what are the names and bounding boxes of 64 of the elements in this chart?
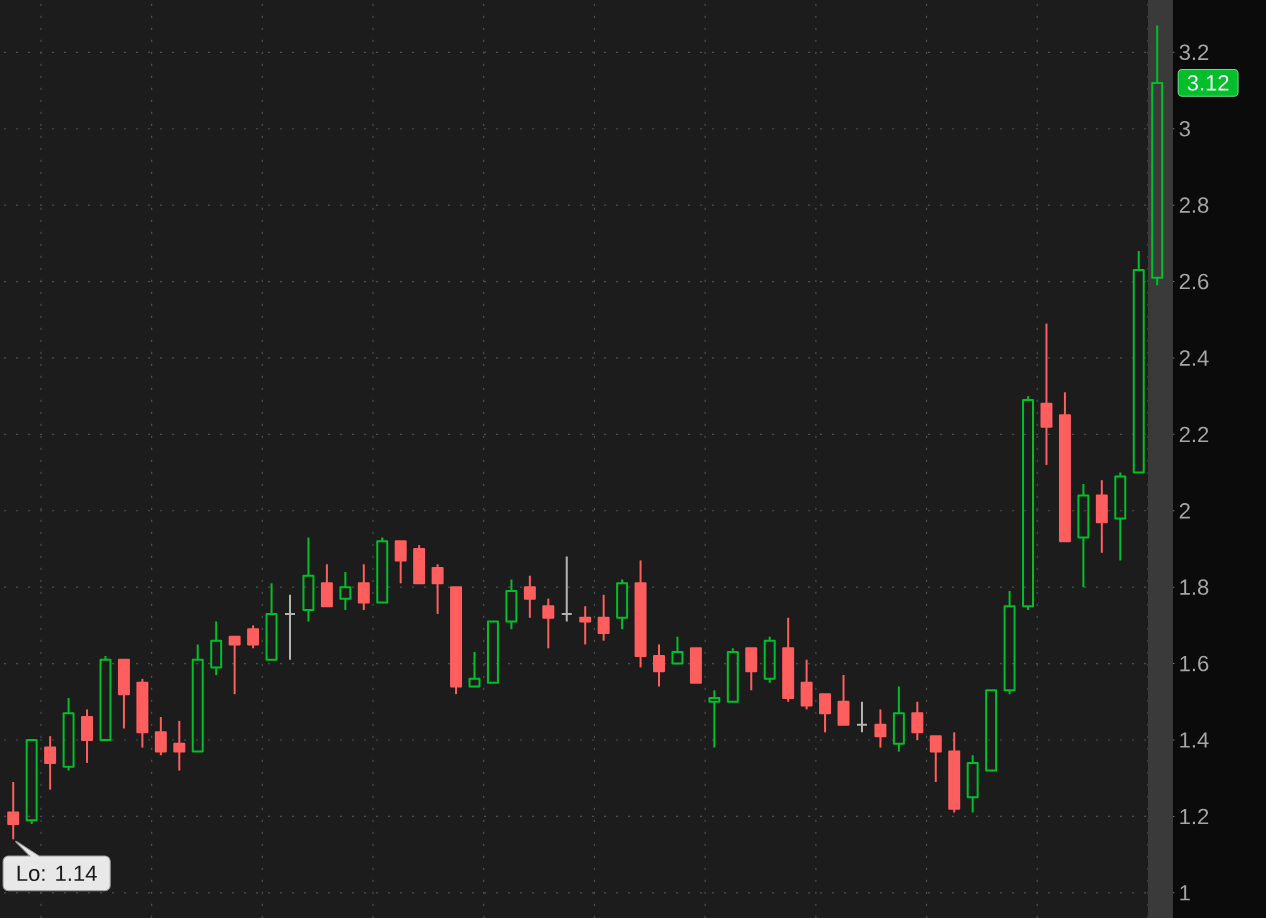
candlestick xyxy=(634,559,647,669)
y-tick-label: 1.4 xyxy=(1180,732,1209,748)
candlestick xyxy=(1132,249,1145,474)
candlestick xyxy=(210,620,223,677)
y-tick-label: 2.6 xyxy=(1179,273,1209,290)
candlestick xyxy=(708,689,721,749)
candlestick xyxy=(523,574,536,619)
candlestick xyxy=(247,624,260,650)
y-tick-label: 2.4 xyxy=(1179,350,1209,366)
candlestick xyxy=(486,620,499,684)
candlestick xyxy=(376,536,389,604)
candlestick xyxy=(911,700,924,741)
candlestick xyxy=(671,635,684,665)
candlestick xyxy=(1077,483,1090,589)
candlestick xyxy=(653,643,665,688)
candlestick xyxy=(44,735,57,791)
y-tick-label: 2 xyxy=(1179,503,1190,519)
candlestick xyxy=(25,738,38,826)
y-tick-label: 3 xyxy=(1179,120,1190,137)
candlestick xyxy=(542,597,555,650)
candlestick xyxy=(339,570,352,612)
candlestick xyxy=(985,689,998,772)
candlestick xyxy=(154,716,167,757)
candlestick xyxy=(7,781,20,841)
y-tick-label: 1.8 xyxy=(1180,579,1209,595)
candlestick xyxy=(616,578,629,631)
candlestick xyxy=(726,647,739,703)
candlestick xyxy=(191,643,204,753)
candlestick xyxy=(1003,589,1016,696)
text: 3.12 xyxy=(1187,75,1229,91)
candlestick xyxy=(136,677,149,749)
candlestick xyxy=(1040,322,1053,466)
candlestick xyxy=(1151,24,1164,287)
candlestick xyxy=(597,593,610,642)
candlestick xyxy=(874,708,887,749)
candlestick xyxy=(81,708,94,764)
candlestick xyxy=(505,578,518,631)
candlestick xyxy=(892,685,905,753)
candlestick xyxy=(357,563,370,612)
candlestick xyxy=(948,731,961,814)
y-tick-label: 1 xyxy=(1180,885,1190,901)
candlestick xyxy=(855,700,868,734)
candlestick xyxy=(560,555,573,623)
candlestick xyxy=(468,651,481,688)
candlestick xyxy=(763,635,776,684)
y-tick-label: 2.2 xyxy=(1179,426,1209,443)
candlestick xyxy=(302,536,315,623)
candlestick xyxy=(62,696,75,772)
candlestick xyxy=(782,616,795,703)
candlestick xyxy=(99,654,112,741)
candlestick xyxy=(173,719,186,772)
y-tick-label: 3.2 xyxy=(1179,44,1209,61)
candlestick xyxy=(284,593,296,661)
candlestick xyxy=(966,754,979,814)
y-tick-label: 2.8 xyxy=(1179,197,1209,213)
candlestick xyxy=(431,563,444,615)
candlestick xyxy=(579,605,592,646)
y-tick-label: 1.2 xyxy=(1180,808,1209,825)
candlestick xyxy=(1114,471,1127,562)
candlestick xyxy=(265,582,278,661)
candlestick xyxy=(1095,479,1108,554)
annotation: Lo: 1.14 xyxy=(17,865,97,882)
y-tick-label: 1.6 xyxy=(1180,655,1209,672)
candlestick xyxy=(1022,395,1035,612)
